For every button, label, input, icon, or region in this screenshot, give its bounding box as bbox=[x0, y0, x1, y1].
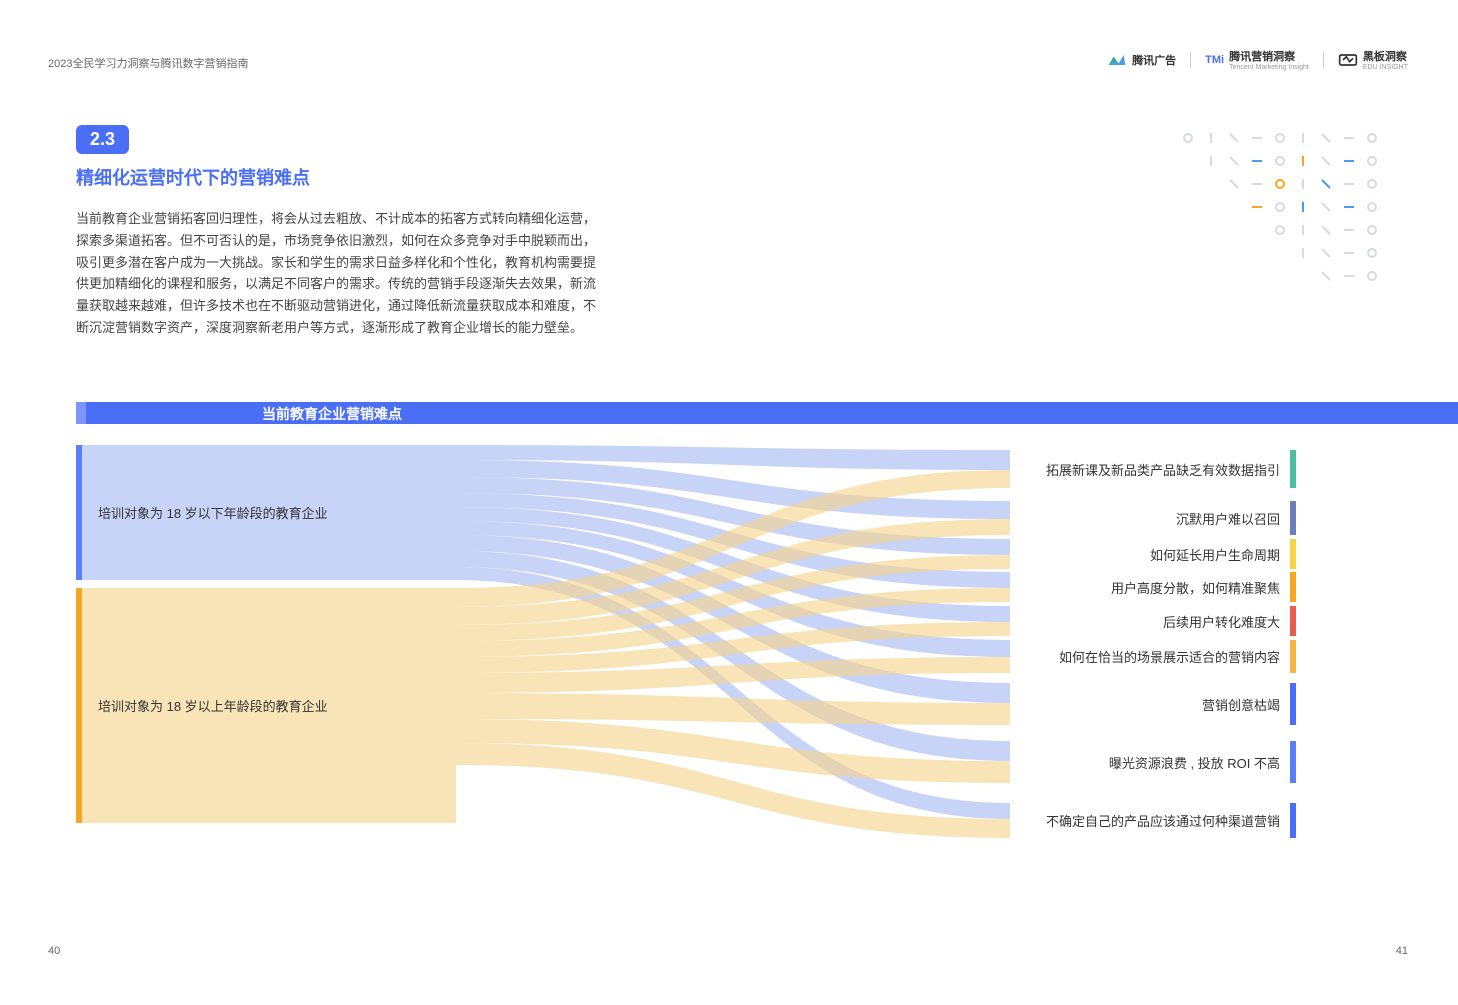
sankey-source: 培训对象为 18 岁以上年龄段的教育企业 bbox=[76, 588, 456, 823]
sankey-target: 如何在恰当的场景展示适合的营销内容 bbox=[1016, 640, 1296, 673]
sankey-target: 不确定自己的产品应该通过何种渠道营销 bbox=[1016, 803, 1296, 838]
chart-header-accent bbox=[76, 402, 86, 424]
sankey-target: 曝光资源浪费 , 投放 ROI 不高 bbox=[1016, 741, 1296, 783]
breadcrumb: 2023全民学习力洞察与腾讯数字营销指南 bbox=[48, 55, 248, 71]
sankey-target: 用户高度分散，如何精准聚焦 bbox=[1016, 572, 1296, 602]
tmi-logo: TMi 腾讯营销洞察 Tencent Marketing Insight bbox=[1205, 48, 1309, 71]
sankey-chart: 培训对象为 18 岁以下年龄段的教育企业培训对象为 18 岁以上年龄段的教育企业… bbox=[76, 435, 1458, 855]
decorative-dot-pattern bbox=[1180, 130, 1400, 310]
tencent-ads-logo: 腾讯广告 bbox=[1107, 50, 1176, 70]
page-number-left: 40 bbox=[48, 945, 60, 957]
sankey-target: 沉默用户难以召回 bbox=[1016, 501, 1296, 535]
section-body-text: 当前教育企业营销拓客回归理性，将会从过去粗放、不计成本的拓客方式转向精细化运营，… bbox=[76, 208, 596, 339]
header-logos: 腾讯广告 TMi 腾讯营销洞察 Tencent Marketing Insigh… bbox=[1107, 48, 1408, 71]
sankey-source: 培训对象为 18 岁以下年龄段的教育企业 bbox=[76, 445, 456, 580]
section-number-badge: 2.3 bbox=[76, 125, 129, 154]
sankey-target: 后续用户转化难度大 bbox=[1016, 606, 1296, 636]
sankey-target: 拓展新课及新品类产品缺乏有效数据指引 bbox=[1016, 450, 1296, 488]
sankey-target: 如何延长用户生命周期 bbox=[1016, 539, 1296, 569]
page-number-right: 41 bbox=[1396, 945, 1408, 957]
logo-separator bbox=[1190, 52, 1191, 68]
edu-insight-logo: 黑板洞察 EDU INSIGHT bbox=[1338, 48, 1408, 71]
section-title: 精细化运营时代下的营销难点 bbox=[76, 164, 310, 190]
chart-title: 当前教育企业营销难点 bbox=[262, 404, 402, 424]
sankey-target: 营销创意枯竭 bbox=[1016, 683, 1296, 725]
logo-separator bbox=[1323, 52, 1324, 68]
